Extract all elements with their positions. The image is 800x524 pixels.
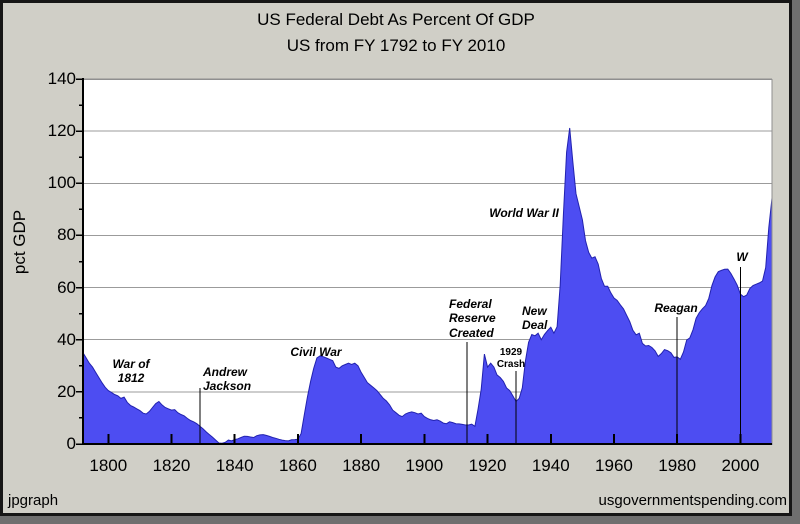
chart-subtitle: US from FY 1792 to FY 2010 bbox=[286, 36, 506, 55]
chart-panel: US Federal Debt As Percent Of GDP US fro… bbox=[0, 0, 792, 516]
debt-area-series bbox=[82, 127, 773, 445]
footer-source-label: usgovernmentspending.com bbox=[598, 492, 787, 509]
footer-jpgraph-label: jpgraph bbox=[8, 492, 59, 509]
chart-title: US Federal Debt As Percent Of GDP bbox=[257, 10, 535, 29]
chart-plot-svg bbox=[76, 78, 773, 445]
